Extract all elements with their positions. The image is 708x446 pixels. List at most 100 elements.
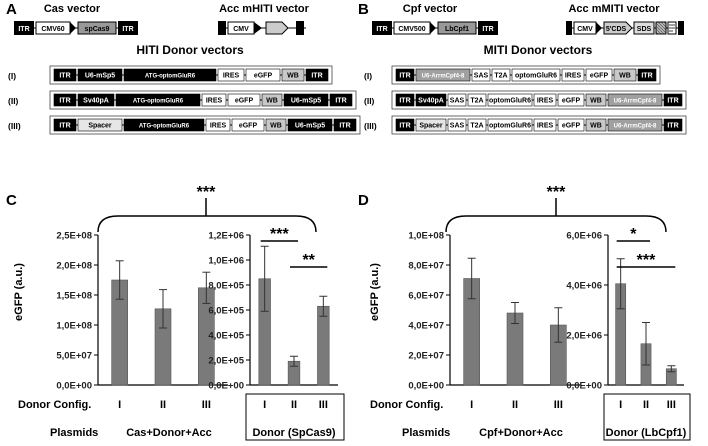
y-tick-label: 1,0E+08 <box>408 231 444 242</box>
y-tick-label: 8,0E+07 <box>408 261 444 272</box>
segment-box <box>415 68 471 82</box>
segment-label: Sv40pA <box>83 98 109 105</box>
segment-box <box>467 93 487 107</box>
segment-box <box>281 68 305 82</box>
y-tick-label: 4,0E+07 <box>408 321 444 332</box>
y-tick-label: 2,0E+06 <box>566 331 602 342</box>
segment-label: ITR <box>667 123 678 130</box>
donor-row-label: (II) <box>364 96 375 106</box>
cpf-vector-diagram: ITR CMV500 LbCpf1 ITR <box>372 21 498 35</box>
segment-label: Spacer <box>419 123 443 130</box>
segment-box <box>231 118 265 132</box>
acc-mmiti-vector-diagram: CMV 5'CDS SDS <box>566 21 684 35</box>
segment-label: eGFP <box>254 73 273 80</box>
donor-row-a-2: (II) ITR Sv40pA ATG-optomGluR6 IRES eGFP WB U6-… <box>8 90 357 110</box>
y-tick-label: 6,0E+05 <box>208 306 244 317</box>
donor-row-b-1: (I) ITR U6-ArrmCpf4-8 SAS T2A optomGluR6 IRES e… <box>364 65 661 85</box>
panel-b: B Cpf vector Acc mMITI vector ITR CMV500… <box>358 1 687 135</box>
plasmids-label: Donor (SpCas9) <box>252 427 335 439</box>
segment-box <box>287 118 333 132</box>
segment-label: T2A <box>470 123 483 130</box>
segment-box <box>533 118 557 132</box>
segment-box <box>305 68 329 82</box>
segment-label: ITR <box>311 73 322 80</box>
x-category-label: III <box>202 399 211 411</box>
top-significance-stars-d: *** <box>547 184 566 201</box>
cas-vector-diagram: ITR CMV60 spCas9 ITR <box>14 21 138 35</box>
cas-promoter-label: CMV60 <box>41 26 64 33</box>
segment-box <box>53 118 77 132</box>
x-category-label: I <box>619 399 622 411</box>
cpf-gene-label: LbCpf1 <box>445 26 469 33</box>
acc-mhiti-vector-title: Acc mHITI vector <box>219 3 310 15</box>
cpf-itr-left: ITR <box>376 26 387 33</box>
segment-label: ITR <box>399 123 410 130</box>
plasmids-label: Cpf+Donor+Acc <box>479 427 563 439</box>
y-tick-label: 1,2E+06 <box>208 231 244 242</box>
segment-box <box>415 118 447 132</box>
segment-box <box>585 93 607 107</box>
segment-box <box>561 68 585 82</box>
segment-box <box>637 68 657 82</box>
segment-label: eGFP <box>562 123 581 130</box>
segment-label: ITR <box>667 98 678 105</box>
y-tick-label: 0,0E+00 <box>566 381 602 392</box>
x-category-label: III <box>667 399 676 411</box>
segment-box <box>447 93 467 107</box>
segment-label: ITR <box>59 123 70 130</box>
top-significance-bracket-c <box>97 198 317 233</box>
segment-label: WB <box>266 98 278 105</box>
segment-label: WB <box>590 98 602 105</box>
segment-box <box>585 68 613 82</box>
segment-box <box>487 118 533 132</box>
segment-label: ITR <box>399 98 410 105</box>
segment-box <box>227 93 261 107</box>
segment-box <box>283 93 329 107</box>
x-category-label: I <box>470 399 473 411</box>
segment-label: ATG-optomGluR6 <box>145 74 196 80</box>
plasmids-label: Donor (LbCpf1) <box>606 427 687 439</box>
right-chart-caption-frame <box>245 393 345 441</box>
y-tick-label: 4,0E+06 <box>566 281 602 292</box>
segment-label: U6-ArrmCpf4-8 <box>422 74 465 80</box>
significance-stars: * <box>630 226 637 243</box>
y-tick-label: 2,0E+07 <box>408 351 444 362</box>
segment-box <box>265 118 287 132</box>
y-tick-label: 1,5E+08 <box>56 291 92 302</box>
segment-box <box>395 68 415 82</box>
segment-label: ITR <box>335 98 346 105</box>
donor-row-label: (III) <box>364 121 377 131</box>
y-tick-label: 2,5E+08 <box>56 231 92 242</box>
segment-box <box>487 93 533 107</box>
segment-label: ITR <box>399 73 410 80</box>
segment-box <box>123 68 217 82</box>
segment-label: ITR <box>641 73 652 80</box>
acc-promoter-label: CMV <box>233 26 249 33</box>
x-category-label: III <box>554 399 563 411</box>
plasmids-title-c: Plasmids <box>50 427 98 439</box>
hiti-donor-title: HITI Donor vectors <box>136 43 244 57</box>
acc-mmiti-promoter-label: CMV <box>577 26 593 33</box>
segment-box <box>205 118 231 132</box>
segment-box <box>53 93 77 107</box>
segment-box <box>557 118 585 132</box>
miti-donor-title: MITI Donor vectors <box>484 43 593 57</box>
panel-label-c: C <box>6 192 17 209</box>
donor-config-title-c: Donor Config. <box>18 399 91 411</box>
x-category-label: I <box>118 399 121 411</box>
segment-box <box>607 118 663 132</box>
segment-label: ATG-optomGluR6 <box>133 99 184 105</box>
segment-label: IRES <box>223 73 240 80</box>
segment-label: U6-mSp5 <box>85 73 115 80</box>
segment-label: eGFP <box>235 98 254 105</box>
segment-box <box>585 118 607 132</box>
segment-box <box>77 118 123 132</box>
y-tick-label: 0,0E+00 <box>208 381 244 392</box>
segment-box <box>491 68 511 82</box>
segment-label: IRES <box>537 98 554 105</box>
chart-d-left: 0,0E+00 2,0E+07 4,0E+07 6,0E+07 8,0E+07 1,0E+… <box>408 231 580 439</box>
segment-label: IRES <box>565 73 582 80</box>
y-tick-label: 5,0E+07 <box>56 351 92 362</box>
top-significance-bracket-d <box>445 198 667 233</box>
panel-label-a: A <box>6 1 17 18</box>
